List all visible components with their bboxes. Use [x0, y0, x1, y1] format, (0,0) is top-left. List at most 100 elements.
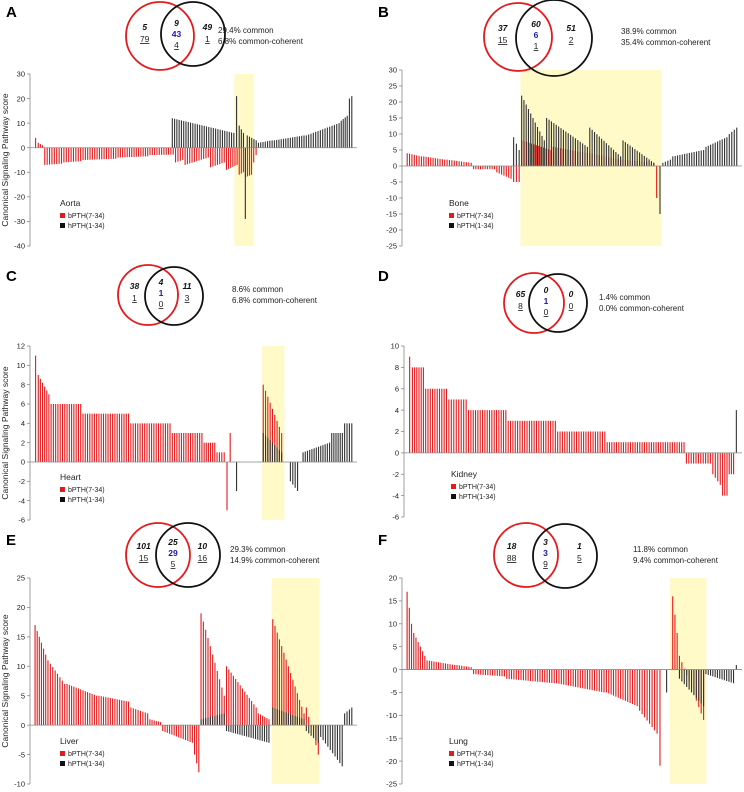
bar-hpth [317, 131, 319, 148]
bar-bpth [534, 669, 536, 682]
bar-bpth [550, 420, 552, 453]
organ-label-b: Bone [449, 198, 469, 208]
venn-left-underlined: 15 [498, 35, 508, 45]
bar-bpth [93, 694, 95, 726]
panel-letter-b: B [378, 4, 389, 21]
bar-hpth [278, 449, 280, 462]
bar-bpth [472, 410, 474, 453]
bar-bpth [205, 442, 207, 462]
bar-bpth [417, 642, 419, 670]
bar-bpth [54, 670, 56, 726]
bar-bpth [415, 637, 417, 670]
legend-label-hpth: hPTH(1-34) [457, 223, 494, 230]
bar-bpth [35, 355, 37, 462]
bar-bpth [422, 367, 424, 453]
bar-bpth [489, 166, 491, 170]
bar-bpth [238, 147, 240, 175]
bar-bpth [262, 384, 264, 462]
bar-hpth [541, 135, 543, 166]
bar-bpth [192, 433, 194, 462]
bar-bpth [157, 721, 159, 726]
bar-bpth [178, 433, 180, 462]
legend-swatch-bpth [60, 487, 65, 492]
bar-bpth [290, 673, 292, 726]
bar-hpth [336, 725, 338, 760]
bar-hpth [315, 131, 317, 148]
bar-hpth [308, 725, 310, 734]
bar-bpth [507, 420, 509, 453]
bar-bpth [132, 708, 134, 726]
bar-hpth [224, 130, 226, 148]
bar-bpth [646, 442, 648, 453]
venn-mid-coherent: 3 [543, 548, 548, 558]
bar-bpth [37, 375, 39, 462]
bar-bpth [606, 442, 608, 453]
bar-bpth [460, 161, 463, 166]
bar-bpth [712, 452, 714, 475]
bar-bpth [443, 388, 445, 453]
bar-hpth [315, 725, 317, 741]
bar-hpth [622, 140, 624, 166]
bar-hpth [574, 138, 576, 166]
bar-bpth [276, 632, 278, 726]
bar-bpth [608, 669, 610, 694]
bar-bpth [198, 147, 200, 161]
bar-bpth [80, 689, 82, 726]
bar-bpth [214, 147, 216, 166]
bar-bpth [84, 413, 86, 462]
bar-bpth [202, 621, 204, 726]
bar-bpth [709, 452, 711, 464]
bar-bpth [187, 725, 189, 741]
bar-bpth [541, 669, 543, 683]
bar-hpth [285, 712, 287, 726]
bar-bpth [178, 725, 180, 738]
bar-hpth [643, 155, 645, 166]
y-tick-label: -10 [386, 194, 397, 203]
y-tick-label: 2 [395, 427, 399, 436]
bar-bpth [103, 147, 105, 160]
bar-bpth [112, 413, 114, 462]
y-tick-label: 10 [17, 361, 25, 370]
bar-hpth [344, 117, 346, 148]
stat-common: 11.8% common [633, 545, 688, 554]
bar-bpth [533, 144, 535, 166]
bar-hpth [723, 669, 725, 681]
bar-bpth [528, 420, 530, 453]
bar-bpth [60, 147, 63, 164]
venn-left-underlined: 88 [507, 553, 517, 563]
bar-bpth [176, 433, 178, 462]
bar-bpth [425, 388, 427, 453]
bar-bpth [496, 166, 498, 173]
bar-hpth [672, 156, 674, 166]
bar-hpth [543, 140, 545, 166]
bar-bpth [420, 156, 422, 166]
panel-b: B 30 25 20 15 10 5 0 -5 -10 -15 -20 -25 37 15 60 6 1 51 2 38… [372, 0, 744, 264]
bar-bpth [434, 158, 436, 166]
bar-bpth [498, 410, 500, 453]
bar-hpth [339, 725, 341, 764]
bar-bpth [246, 694, 248, 726]
bar-bpth [221, 147, 223, 164]
y-tick-label: 5 [393, 642, 397, 651]
bar-bpth [53, 147, 55, 165]
bar-hpth [243, 725, 245, 736]
bar-hpth [282, 138, 285, 148]
bar-hpth [719, 669, 721, 679]
bar-hpth [348, 709, 350, 726]
venn-circle-hpth [160, 1, 226, 67]
bar-bpth [564, 431, 566, 453]
bar-bpth [133, 147, 135, 157]
y-tick-label: 15 [389, 597, 397, 606]
bar-hpth [244, 147, 246, 219]
bar-hpth [271, 140, 273, 148]
bar-bpth [728, 452, 730, 475]
bar-bpth [597, 431, 599, 453]
bar-hpth [322, 725, 324, 741]
bar-hpth [207, 717, 209, 726]
bar-bpth [419, 646, 421, 670]
bar-bpth [681, 662, 683, 670]
bar-hpth [666, 669, 668, 693]
bar-hpth [717, 141, 719, 166]
bar-bpth [571, 431, 573, 453]
